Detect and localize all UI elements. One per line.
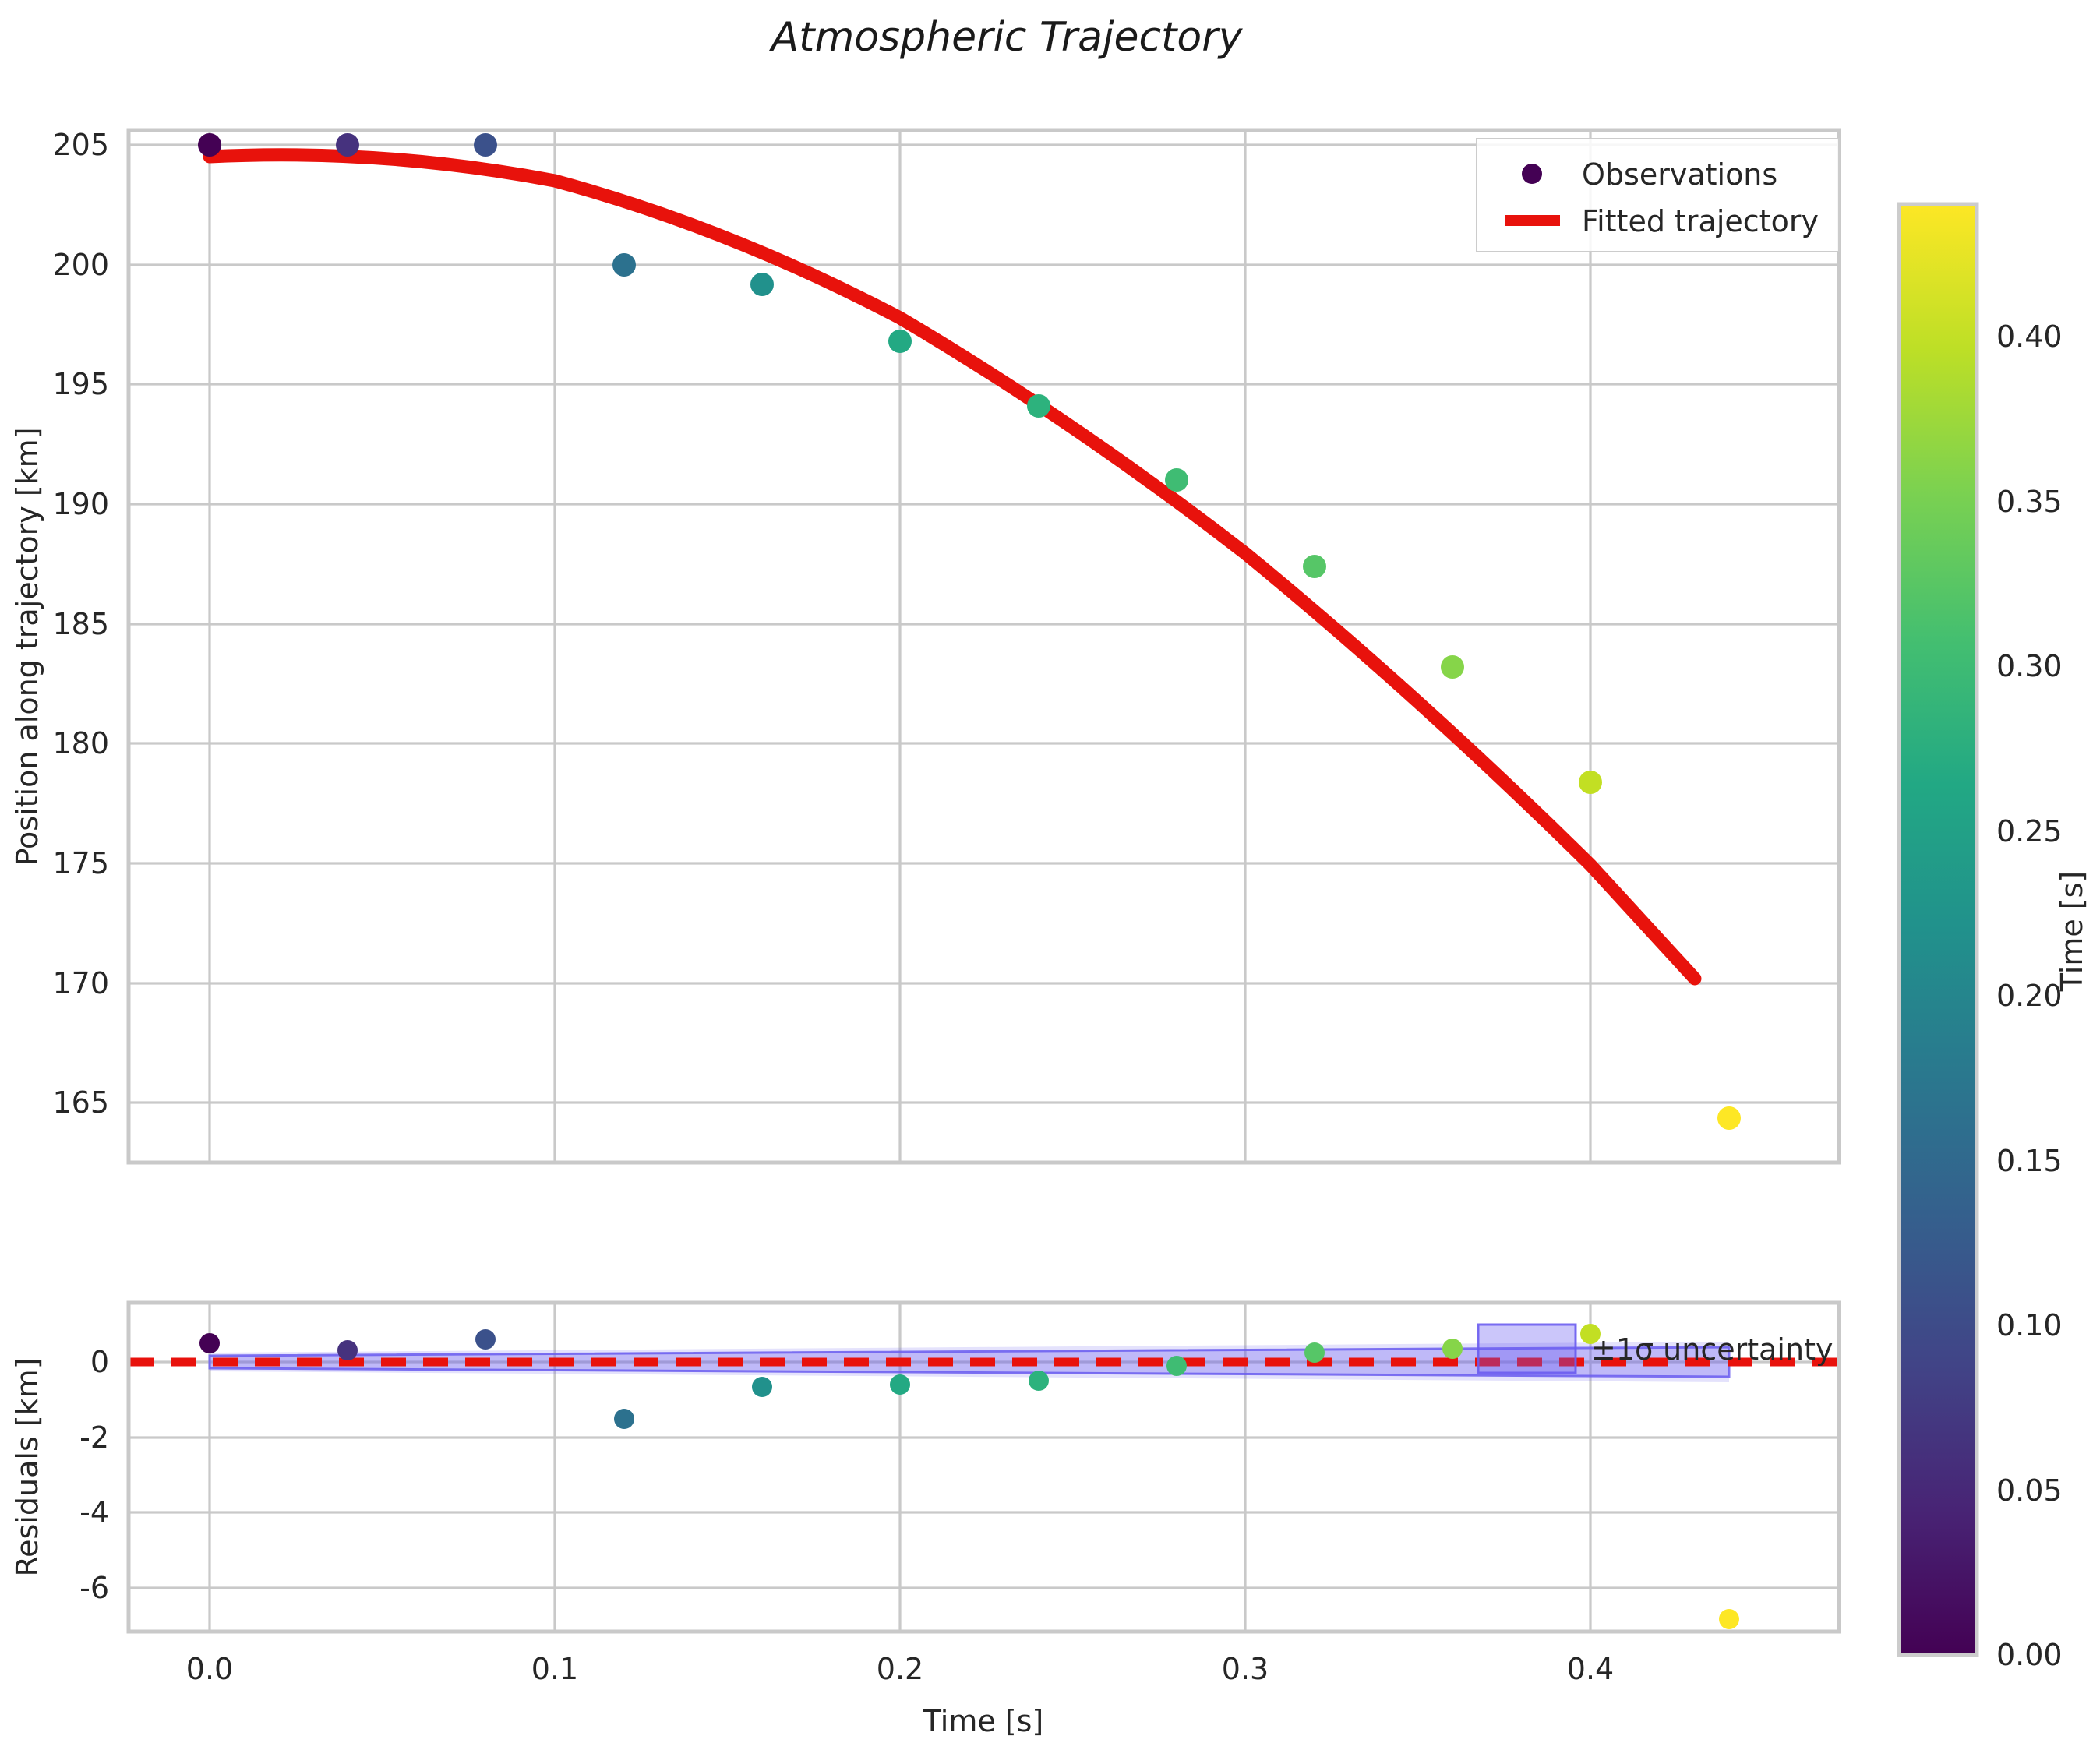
residual-y-tick-label: -2 — [79, 1420, 109, 1455]
y-tick-label: 180 — [52, 726, 109, 760]
residual-point — [1580, 1324, 1601, 1344]
figure-title: Atmospheric Trajectory — [769, 14, 1244, 61]
colorbar-tick-label: 0.05 — [1996, 1473, 2063, 1508]
residual-y-tick-label: 0 — [90, 1345, 109, 1379]
uncertainty-legend-swatch — [1477, 1323, 1577, 1374]
data-point — [888, 330, 912, 353]
main-plot-background — [129, 130, 1839, 1163]
data-point — [750, 273, 774, 296]
residual-point — [1442, 1339, 1463, 1359]
y-tick-label: 185 — [52, 607, 109, 641]
legend-label-observations: Observations — [1582, 157, 1777, 192]
main-axes-spine — [126, 128, 1841, 1165]
residual-scatter — [199, 1324, 1739, 1629]
residual-axes-spine — [126, 1300, 1841, 1634]
uncertainty-band — [208, 1342, 1731, 1382]
residual-y-tick-label: -4 — [79, 1495, 109, 1529]
x-ticklabels: 0.0 0.1 0.2 0.3 0.4 — [186, 1652, 1614, 1686]
sigma-band-inner — [208, 1346, 1731, 1378]
residual-point — [1029, 1371, 1049, 1391]
sigma-band-outer — [210, 1342, 1729, 1382]
colorbar-ticklabels: 0.00 0.05 0.10 0.15 0.20 0.25 0.30 0.35 … — [1996, 319, 2063, 1672]
residual-point — [475, 1329, 496, 1350]
data-point — [1165, 468, 1188, 492]
colorbar-tick-label: 0.40 — [1996, 319, 2063, 354]
main-legend: Observations Fitted trajectory — [1476, 138, 1840, 252]
data-point — [336, 133, 359, 157]
x-axis-label: Time [s] — [923, 1704, 1044, 1738]
colorbar-tick-label: 0.10 — [1996, 1308, 2063, 1342]
y-tick-label: 205 — [52, 128, 109, 162]
residual-y-ticklabels: 0 -2 -4 -6 — [79, 1345, 109, 1605]
legend-box — [1476, 138, 1840, 252]
data-point — [1303, 555, 1326, 578]
uncertainty-legend: ±1σ uncertainty — [1477, 1323, 1833, 1374]
residual-axes: ±1σ uncertainty 0 -2 -4 -6 Residuals [km… — [10, 1300, 1841, 1738]
residual-y-tick-label: -6 — [79, 1571, 109, 1605]
residual-point — [337, 1340, 358, 1360]
legend-label-fit: Fitted trajectory — [1582, 204, 1819, 238]
fitted-trajectory-line — [203, 148, 1702, 986]
residual-plot-background — [129, 1303, 1839, 1632]
residual-point — [890, 1374, 910, 1395]
residual-y-axis-label: Residuals [km] — [10, 1357, 44, 1576]
y-tick-label: 170 — [52, 966, 109, 1000]
data-point — [1579, 771, 1602, 794]
main-y-gridlines — [129, 143, 1839, 1104]
colorbar-gradient[interactable] — [1897, 202, 1979, 1657]
colorbar-tick-label: 0.35 — [1996, 485, 2063, 519]
colorbar[interactable]: 0.00 0.05 0.10 0.15 0.20 0.25 0.30 0.35 … — [1897, 202, 2089, 1672]
data-point — [1441, 655, 1464, 679]
colorbar-tick-label: 0.20 — [1996, 979, 2063, 1013]
y-tick-label: 175 — [52, 846, 109, 880]
main-x-gridlines — [208, 130, 1592, 1163]
legend-marker-observations — [1522, 164, 1542, 184]
fit-curve-path — [203, 148, 1702, 986]
colorbar-tick-label: 0.30 — [1996, 649, 2063, 683]
x-tick-label: 0.1 — [531, 1652, 578, 1686]
residual-point — [1304, 1342, 1325, 1363]
colorbar-label: Time [s] — [2055, 871, 2089, 993]
main-axes: 205 200 195 190 185 180 175 170 165 Posi… — [10, 128, 1841, 1165]
residual-point — [199, 1333, 220, 1353]
residual-point — [1719, 1609, 1739, 1629]
y-tick-label: 190 — [52, 487, 109, 521]
residual-point — [1166, 1356, 1187, 1376]
x-tick-label: 0.2 — [877, 1652, 923, 1686]
colorbar-tick-label: 0.00 — [1996, 1638, 2063, 1672]
data-point — [612, 253, 636, 277]
colorbar-tick-label: 0.15 — [1996, 1144, 2063, 1178]
x-tick-label: 0.4 — [1567, 1652, 1614, 1686]
main-y-axis-label: Position along trajectory [km] — [10, 427, 44, 866]
x-tick-label: 0.0 — [186, 1652, 233, 1686]
y-tick-label: 195 — [52, 367, 109, 401]
data-point — [198, 133, 221, 157]
x-tick-label: 0.3 — [1222, 1652, 1269, 1686]
data-point — [1717, 1106, 1741, 1130]
y-tick-label: 165 — [52, 1085, 109, 1120]
uncertainty-legend-label: ±1σ uncertainty — [1591, 1332, 1833, 1367]
y-tick-label: 200 — [52, 248, 109, 282]
residual-point — [614, 1409, 634, 1429]
observations-scatter — [198, 133, 1741, 1130]
colorbar-tick-label: 0.25 — [1996, 814, 2063, 849]
main-y-ticklabels: 205 200 195 190 185 180 175 170 165 — [52, 128, 109, 1120]
data-point — [1027, 394, 1050, 418]
residual-point — [752, 1377, 772, 1397]
data-point — [474, 133, 497, 157]
